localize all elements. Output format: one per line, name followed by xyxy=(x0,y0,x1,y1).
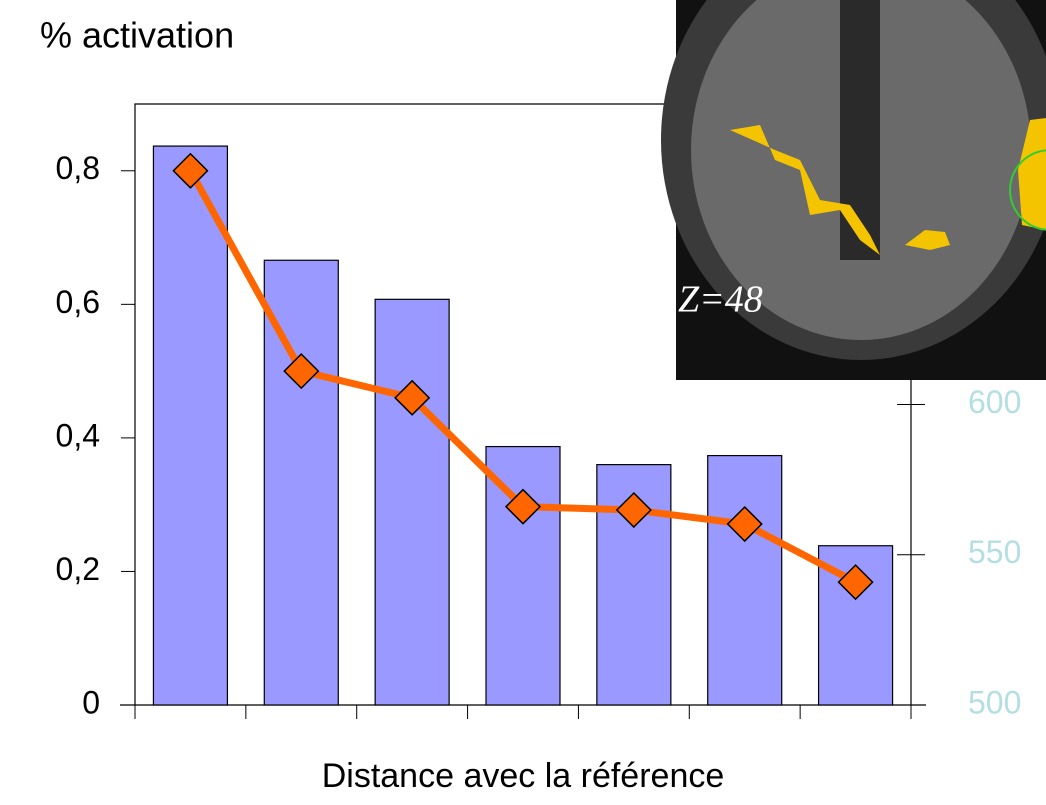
y-tick-label: 0 xyxy=(82,684,100,720)
roi-circle xyxy=(1009,149,1046,231)
y2-tick-label: 500 xyxy=(968,684,1021,720)
x-axis-label: Distance avec la référence xyxy=(322,757,725,795)
bar xyxy=(374,298,450,706)
marker xyxy=(615,491,652,529)
y-tick-label: 0,2 xyxy=(56,551,100,587)
marker xyxy=(172,152,209,189)
marker xyxy=(837,564,874,601)
inset-label: Z=48 xyxy=(678,279,763,321)
y2-tick-label: 550 xyxy=(968,534,1021,570)
bar xyxy=(263,259,339,706)
y-tick-label: 0,8 xyxy=(56,150,100,186)
chart-title: % activation xyxy=(40,15,234,56)
marker xyxy=(283,353,320,390)
y2-tick-label: 600 xyxy=(968,384,1021,420)
plot-area: 0 0,2 0,4 0,6 0,8 500 550 600 xyxy=(56,103,1021,720)
marker xyxy=(504,488,542,525)
y-tick-label: 0,6 xyxy=(56,284,100,320)
marker xyxy=(726,505,763,543)
activation-blob xyxy=(730,125,880,255)
brain-inset: Z=48 xyxy=(661,0,1046,380)
bar xyxy=(152,145,229,706)
marker xyxy=(394,379,431,416)
activation-blob xyxy=(1018,118,1046,230)
bar xyxy=(707,454,783,706)
activation-blob xyxy=(905,230,950,250)
y-tick-label: 0,4 xyxy=(56,417,100,453)
